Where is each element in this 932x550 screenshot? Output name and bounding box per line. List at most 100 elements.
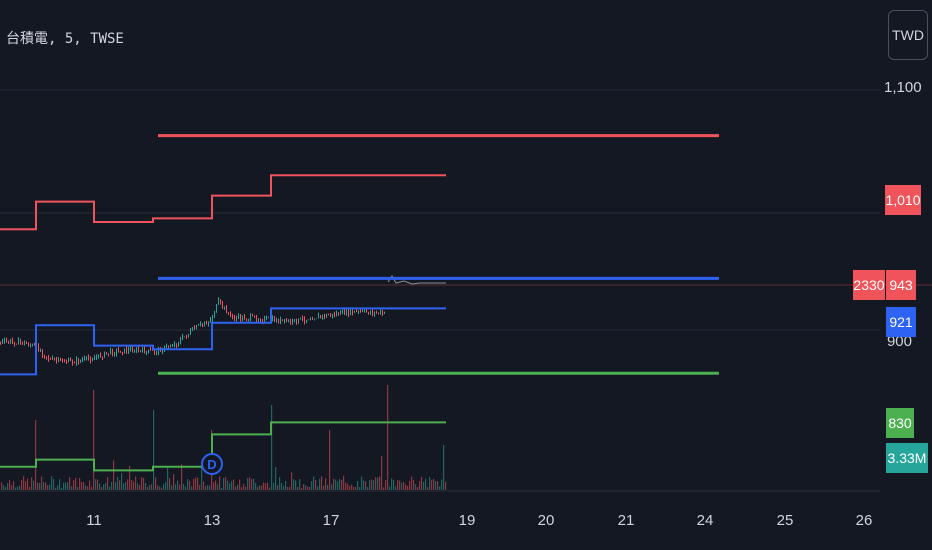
volume-bar xyxy=(27,478,29,490)
volume-bar xyxy=(341,479,343,490)
volume-bar xyxy=(361,476,363,490)
volume-bar xyxy=(199,485,201,490)
volume-bar xyxy=(321,476,323,490)
volume-bar xyxy=(205,486,207,490)
volume-bar xyxy=(251,479,253,490)
volume-bar xyxy=(173,474,175,490)
volume-bar xyxy=(131,479,133,490)
volume-bar xyxy=(145,482,147,490)
volume-bar xyxy=(383,487,385,490)
volume-bar xyxy=(47,485,49,490)
volume-bar xyxy=(267,482,269,490)
volume-bar xyxy=(105,482,107,490)
volume-bar xyxy=(403,481,405,490)
volume-bar xyxy=(13,481,15,490)
volume-bar xyxy=(151,484,153,490)
price-axis-label-900: 900 xyxy=(886,333,912,350)
volume-bar xyxy=(117,477,119,490)
volume-bar xyxy=(323,485,325,490)
volume-bar xyxy=(65,482,67,490)
volume-bar xyxy=(421,476,423,490)
time-tick-25: 25 xyxy=(776,512,794,529)
volume-bar xyxy=(367,487,369,490)
volume-bar xyxy=(147,486,149,490)
volume-bar xyxy=(413,480,415,490)
time-tick-24: 24 xyxy=(696,512,714,529)
indicator-lines xyxy=(0,134,719,472)
volume-bar xyxy=(293,479,295,490)
volume-bar xyxy=(257,486,259,490)
green-level-tag: 830 xyxy=(886,408,914,438)
volume-bar xyxy=(399,480,401,490)
volume-bar xyxy=(101,487,103,490)
volume-bar xyxy=(41,476,43,490)
volume-bar xyxy=(103,484,105,490)
volume-bar xyxy=(9,480,11,490)
volume-bar xyxy=(389,486,391,490)
volume-bar xyxy=(317,486,319,490)
volume-bar xyxy=(217,484,219,490)
volume-bar xyxy=(45,482,47,490)
volume-bar xyxy=(149,484,151,490)
volume-bar xyxy=(355,487,357,490)
price-candles xyxy=(0,275,446,366)
volume-bar xyxy=(331,484,333,490)
volume-bar xyxy=(193,478,195,490)
volume-bar xyxy=(39,483,41,490)
volume-bar xyxy=(23,476,25,490)
volume-bar xyxy=(135,476,137,490)
volume-bar xyxy=(167,467,169,490)
volume-bar xyxy=(133,481,135,490)
time-tick-19: 19 xyxy=(458,512,476,529)
volume-bar xyxy=(395,486,397,490)
volume-bar xyxy=(441,479,443,490)
volume-bar xyxy=(183,483,185,490)
time-tick-21: 21 xyxy=(617,512,635,529)
volume-bar xyxy=(61,487,63,490)
volume-bar xyxy=(351,484,353,490)
volume-bar xyxy=(169,478,171,490)
symbol-header: 台積電, 5, TWSE xyxy=(6,31,124,47)
volume-bar xyxy=(275,467,277,490)
volume-bar xyxy=(179,484,181,490)
volume-bar xyxy=(249,477,251,490)
volume-bar xyxy=(253,478,255,490)
volume-bar xyxy=(129,465,131,490)
volume-bar xyxy=(175,484,177,490)
volume-bar xyxy=(57,485,59,490)
volume-bar xyxy=(311,481,313,490)
volume-bar xyxy=(229,483,231,490)
volume-bar xyxy=(53,479,55,490)
volume-bar xyxy=(405,484,407,490)
dividend-marker[interactable]: D xyxy=(201,453,223,475)
volume-bar xyxy=(11,485,13,490)
volume-bar xyxy=(155,477,157,490)
volume-bar xyxy=(3,485,5,490)
volume-bar xyxy=(235,486,237,490)
volume-bar xyxy=(443,445,445,490)
volume-bar xyxy=(119,480,121,490)
volume-bar xyxy=(177,480,179,490)
volume-bar xyxy=(93,390,95,490)
volume-bar xyxy=(373,480,375,490)
volume-bar xyxy=(25,481,27,490)
volume-bar xyxy=(7,483,9,490)
volume-bar xyxy=(109,486,111,490)
volume-bar xyxy=(365,481,367,490)
volume-bar xyxy=(313,476,315,490)
volume-bar xyxy=(163,483,165,490)
volume-bar xyxy=(51,476,53,490)
dividend-marker-circle[interactable] xyxy=(201,453,223,475)
volume-bar xyxy=(343,475,345,490)
candle xyxy=(387,275,446,285)
volume-bar xyxy=(55,487,57,490)
volume-bar xyxy=(69,477,71,490)
time-tick-20: 20 xyxy=(537,512,555,529)
volume-bar xyxy=(431,479,433,490)
volume-bar xyxy=(127,479,129,490)
volume-bar xyxy=(181,464,183,490)
currency-button[interactable]: TWD xyxy=(888,10,928,60)
volume-bar xyxy=(73,480,75,490)
volume-bar xyxy=(139,485,141,490)
